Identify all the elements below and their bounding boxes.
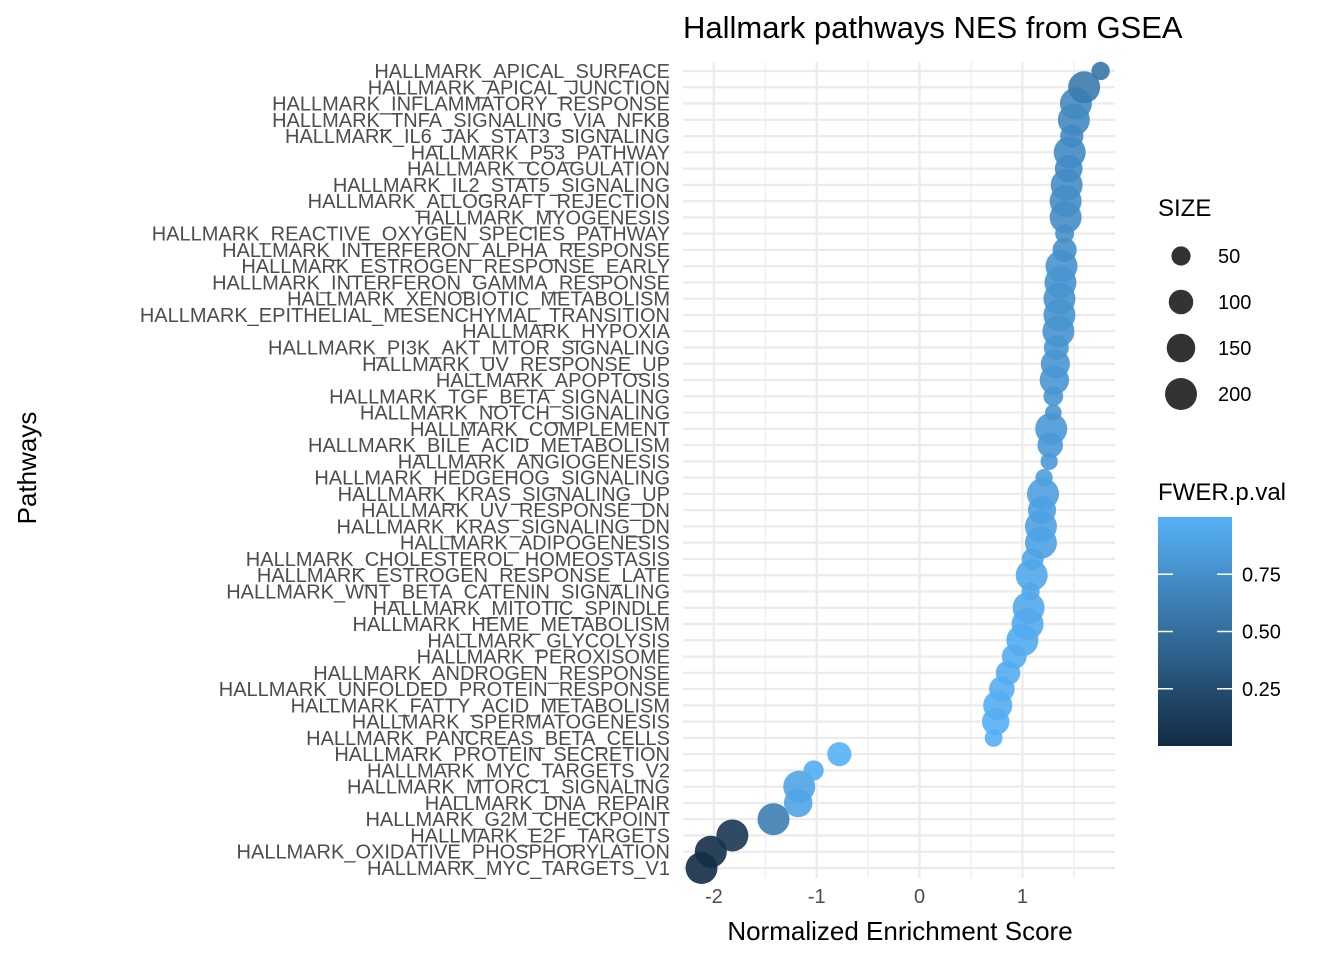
- y-tick-label: HALLMARK_G2M_CHECKPOINT: [365, 809, 670, 831]
- pathway-point: [757, 803, 790, 836]
- y-tick-label: HALLMARK_HEME_METABOLISM: [353, 614, 671, 636]
- color-legend-label: 0.75: [1242, 564, 1281, 586]
- x-axis-title: Normalized Enrichment Score: [727, 916, 1072, 946]
- y-tick-label: HALLMARK_UV_RESPONSE_DN: [361, 500, 670, 522]
- y-tick-label: HALLMARK_DNA_REPAIR: [425, 793, 670, 815]
- pathway-point: [716, 819, 749, 852]
- y-tick-labels: HALLMARK_APICAL_SURFACEHALLMARK_APICAL_J…: [140, 61, 671, 880]
- y-tick-label: HALLMARK_ALLOGRAFT_REJECTION: [308, 191, 670, 213]
- size-legend-key: [1165, 378, 1197, 410]
- y-tick-label: HALLMARK_FATTY_ACID_METABOLISM: [291, 695, 670, 717]
- y-tick-label: HALLMARK_PROTEIN_SECRETION: [334, 744, 670, 766]
- size-legend-key: [1166, 333, 1196, 363]
- y-tick-label: HALLMARK_PANCREAS_BETA_CELLS: [306, 728, 670, 750]
- y-tick-label: HALLMARK_ESTROGEN_RESPONSE_LATE: [257, 565, 670, 587]
- y-tick-label: HALLMARK_APICAL_JUNCTION: [368, 77, 670, 99]
- pathway-point: [827, 742, 852, 767]
- y-tick-label: HALLMARK_HYPOXIA: [462, 321, 671, 343]
- y-tick-label: HALLMARK_ADIPOGENESIS: [400, 533, 670, 555]
- x-tick-labels: -2 -1 0 1: [705, 886, 1028, 908]
- y-tick-label: HALLMARK_ESTROGEN_RESPONSE_EARLY: [241, 256, 670, 278]
- y-tick-label: HALLMARK_SPERMATOGENESIS: [352, 712, 670, 734]
- x-tick-label: -1: [808, 886, 826, 908]
- y-tick-label: HALLMARK_HEDGEHOG_SIGNALING: [314, 468, 670, 490]
- y-tick-label: HALLMARK_MYC_TARGETS_V2: [367, 760, 670, 782]
- pathway-point: [1091, 61, 1110, 81]
- pathway-point: [1044, 404, 1062, 421]
- size-legend-label: 150: [1218, 338, 1251, 360]
- pathway-point: [1035, 469, 1053, 487]
- pathway-point: [1012, 591, 1045, 624]
- size-legend-label: 200: [1218, 384, 1251, 406]
- y-tick-label: HALLMARK_BILE_ACID_METABOLISM: [308, 435, 670, 457]
- y-tick-label: HALLMARK_OXIDATIVE_PHOSPHORYLATION: [237, 842, 670, 864]
- y-tick-label: HALLMARK_UV_RESPONSE_UP: [362, 354, 670, 376]
- pathway-point: [803, 760, 824, 781]
- y-tick-label: HALLMARK_KRAS_SIGNALING_UP: [338, 484, 670, 506]
- pathway-point: [1068, 71, 1101, 104]
- y-tick-label: HALLMARK_APOPTOSIS: [436, 370, 670, 392]
- size-legend-key: [1171, 246, 1191, 266]
- x-tick-label: 1: [1017, 886, 1028, 908]
- color-legend-title: FWER.p.val: [1158, 479, 1286, 506]
- size-legend-label: 50: [1218, 246, 1240, 268]
- y-tick-label: HALLMARK_INTERFERON_ALPHA_RESPONSE: [222, 240, 670, 262]
- y-tick-label: HALLMARK_INFLAMMATORY_RESPONSE: [272, 94, 670, 116]
- size-legend-key: [1168, 289, 1194, 315]
- y-tick-label: HALLMARK_UNFOLDED_PROTEIN_RESPONSE: [219, 679, 670, 701]
- y-tick-label: HALLMARK_CHOLESTEROL_HOMEOSTASIS: [246, 549, 670, 571]
- pathway-point: [1052, 237, 1077, 263]
- x-tick-label: -2: [705, 886, 723, 908]
- chart-title: Hallmark pathways NES from GSEA: [683, 10, 1183, 45]
- x-tick-label: 0: [914, 886, 925, 908]
- data-points: [685, 61, 1110, 884]
- y-tick-label: HALLMARK_ANDROGEN_RESPONSE: [313, 663, 670, 685]
- y-tick-label: HALLMARK_PI3K_AKT_MTOR_SIGNALING: [268, 338, 670, 360]
- pathway-point: [1027, 477, 1059, 510]
- y-tick-label: HALLMARK_EPITHELIAL_MESENCHYMAL_TRANSITI…: [140, 305, 670, 327]
- y-tick-label: HALLMARK_REACTIVE_OXYGEN_SPECIES_PATHWAY: [152, 224, 670, 246]
- y-tick-label: HALLMARK_P53_PATHWAY: [411, 142, 670, 164]
- size-legend-label: 100: [1218, 292, 1251, 314]
- color-legend-label: 0.25: [1242, 679, 1281, 701]
- y-tick-label: HALLMARK_GLYCOLYSIS: [427, 630, 670, 652]
- y-tick-label: HALLMARK_MTORC1_SIGNALING: [347, 777, 670, 799]
- y-tick-label: HALLMARK_NOTCH_SIGNALING: [360, 403, 670, 425]
- pathway-point: [1035, 412, 1068, 445]
- y-axis-title: Pathways: [12, 412, 42, 525]
- y-tick-label: HALLMARK_PEROXISOME: [417, 647, 670, 669]
- size-legend: SIZE 50 100 150 200: [1158, 195, 1251, 410]
- y-tick-label: HALLMARK_ANGIOGENESIS: [398, 451, 670, 473]
- y-tick-label: HALLMARK_KRAS_SIGNALING_DN: [337, 516, 670, 538]
- y-tick-label: HALLMARK_APICAL_SURFACE: [374, 61, 670, 83]
- y-tick-label: HALLMARK_E2F_TARGETS: [410, 825, 670, 847]
- color-legend-label: 0.50: [1242, 622, 1281, 644]
- y-tick-label: HALLMARK_TGF_BETA_SIGNALING: [329, 386, 670, 408]
- y-tick-label: HALLMARK_COMPLEMENT: [410, 419, 670, 441]
- pathway-point: [783, 770, 816, 803]
- y-tick-label: HALLMARK_IL2_STAT5_SIGNALING: [333, 175, 670, 197]
- y-tick-label: HALLMARK_TNFA_SIGNALING_VIA_NFKB: [272, 110, 670, 132]
- color-legend: FWER.p.val 0.75 0.50 0.25: [1158, 479, 1286, 746]
- y-tick-label: HALLMARK_IL6_JAK_STAT3_SIGNALING: [285, 126, 670, 148]
- grid-lines: [683, 62, 1115, 878]
- y-tick-label: HALLMARK_MITOTIC_SPINDLE: [373, 598, 671, 620]
- y-tick-label: HALLMARK_XENOBIOTIC_METABOLISM: [287, 289, 670, 311]
- y-tick-label: HALLMARK_COAGULATION: [407, 159, 670, 181]
- y-tick-label: HALLMARK_INTERFERON_GAMMA_RESPONSE: [212, 272, 670, 294]
- y-tick-label: HALLMARK_MYC_TARGETS_V1: [367, 858, 670, 880]
- y-tick-label: HALLMARK_WNT_BETA_CATENIN_SIGNALING: [226, 581, 670, 603]
- size-legend-title: SIZE: [1158, 195, 1211, 222]
- y-tick-label: HALLMARK_MYOGENESIS: [417, 207, 670, 229]
